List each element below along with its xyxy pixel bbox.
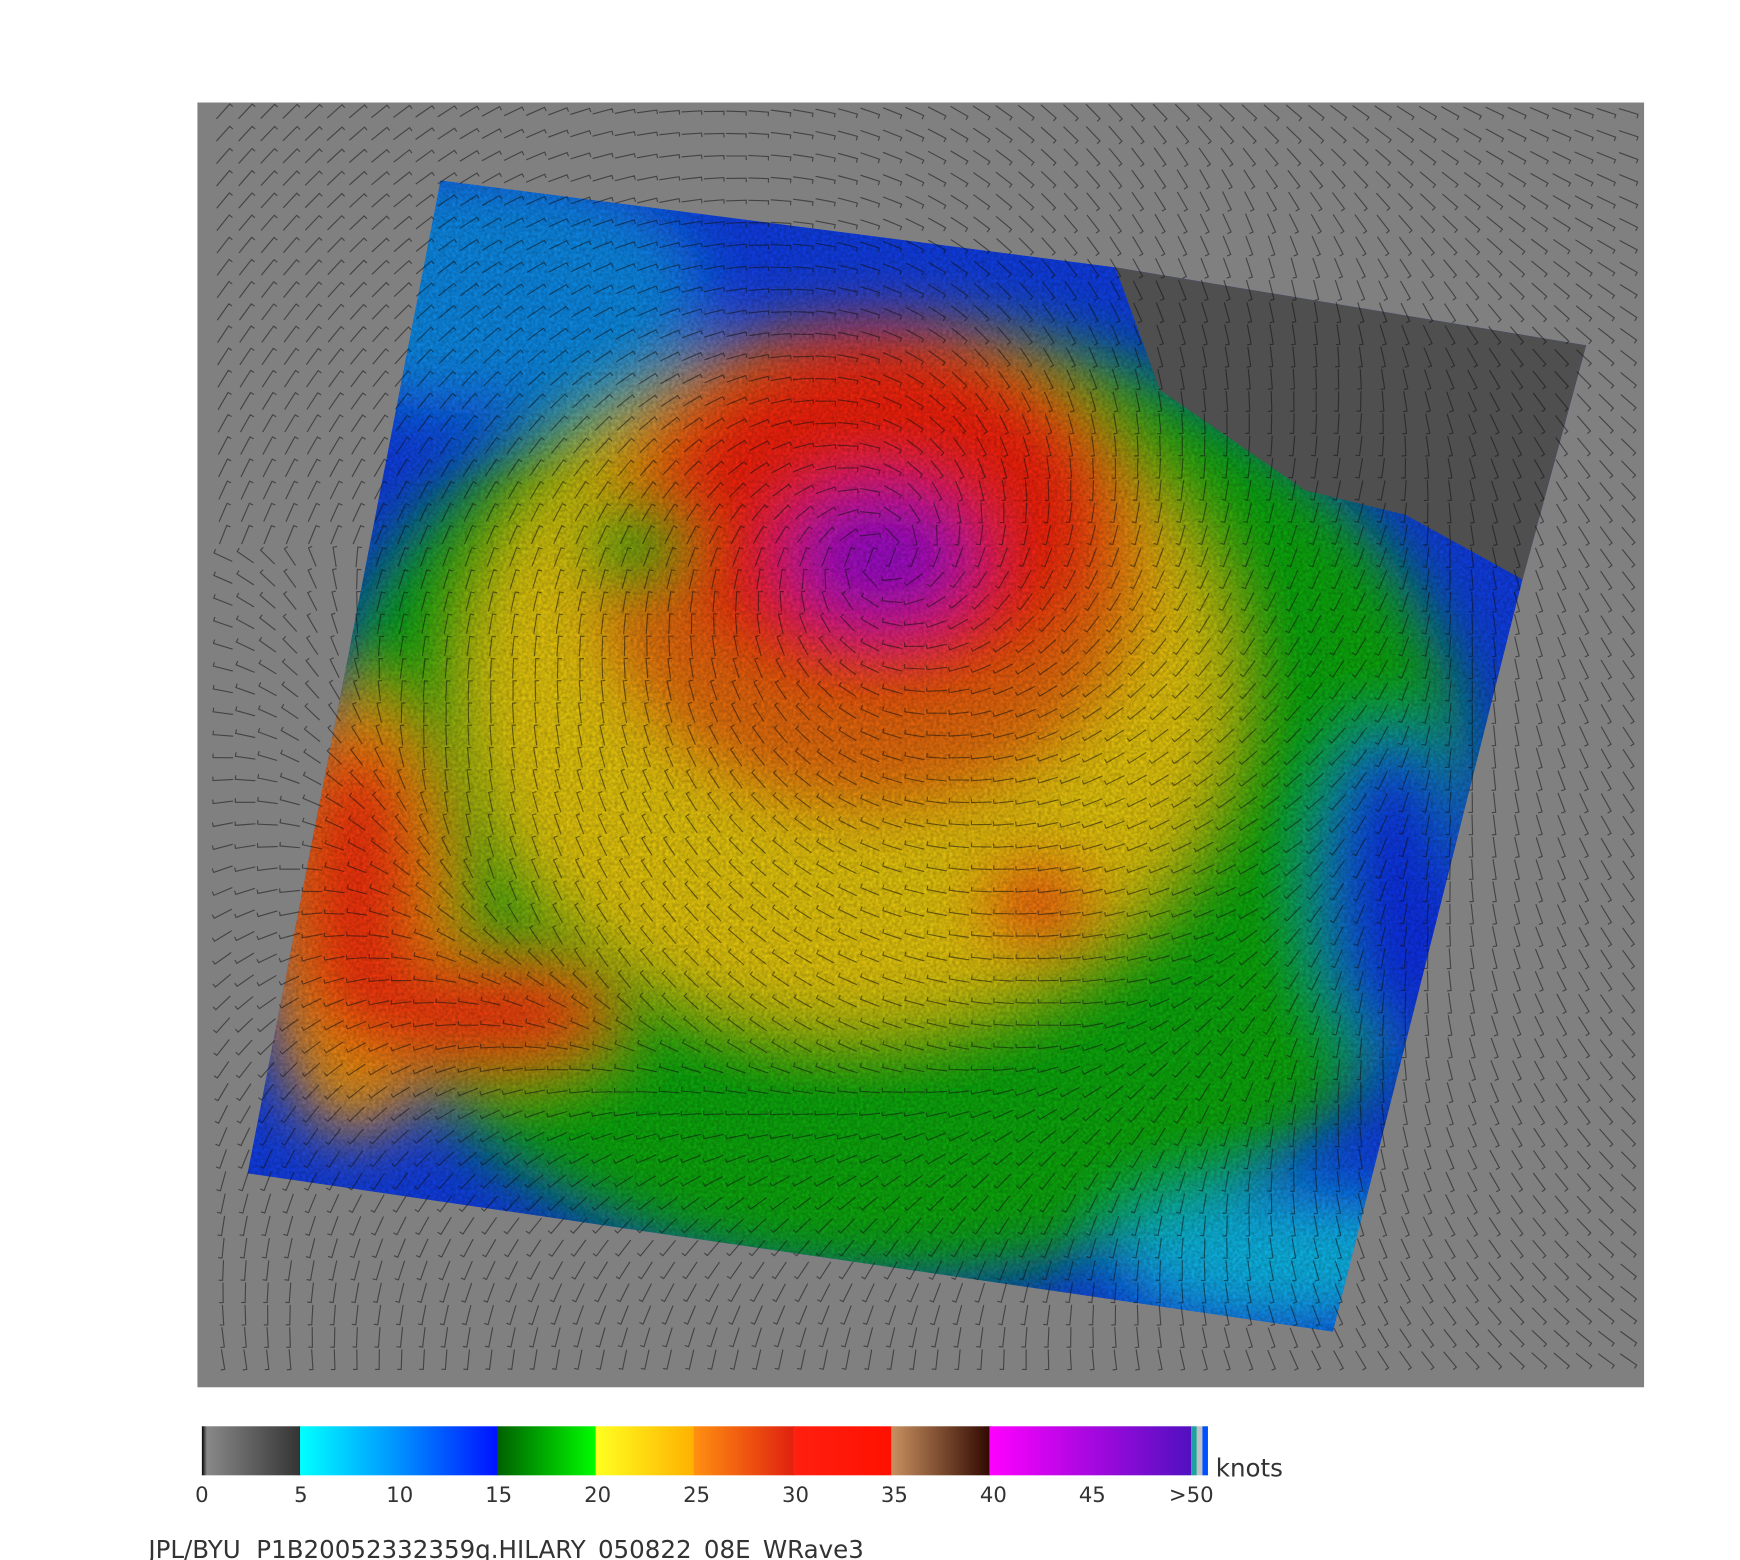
colorbar-ticks: 0 5 10 15 20 25 30 35 40 45 >50 <box>195 1482 1213 1507</box>
colorbar-tick-label: 5 <box>294 1482 307 1507</box>
colorbar-tick-label: 35 <box>881 1482 908 1507</box>
colorbar-tick-label: 15 <box>485 1482 512 1507</box>
colorbar <box>201 1426 1208 1476</box>
colorbar-tick-label: 40 <box>980 1482 1007 1507</box>
colorbar-tick-label: >50 <box>1169 1482 1214 1507</box>
colorbar-tick-label: 10 <box>386 1482 413 1507</box>
colorbar-tick-label: 0 <box>195 1482 208 1507</box>
footer: JPL/BYU P1B20052332359q.HILARY_050822_08… <box>146 1535 863 1560</box>
wind-vectors <box>211 103 1639 1371</box>
colorbar-unit: knots <box>1216 1453 1283 1482</box>
colorbar-tick-label: 20 <box>584 1482 611 1507</box>
colorbar-tick-label: 30 <box>782 1482 809 1507</box>
land-mask <box>1115 267 1587 580</box>
colorbar-tick-label: 45 <box>1079 1482 1106 1507</box>
colorbar-tick-label: 25 <box>683 1482 710 1507</box>
